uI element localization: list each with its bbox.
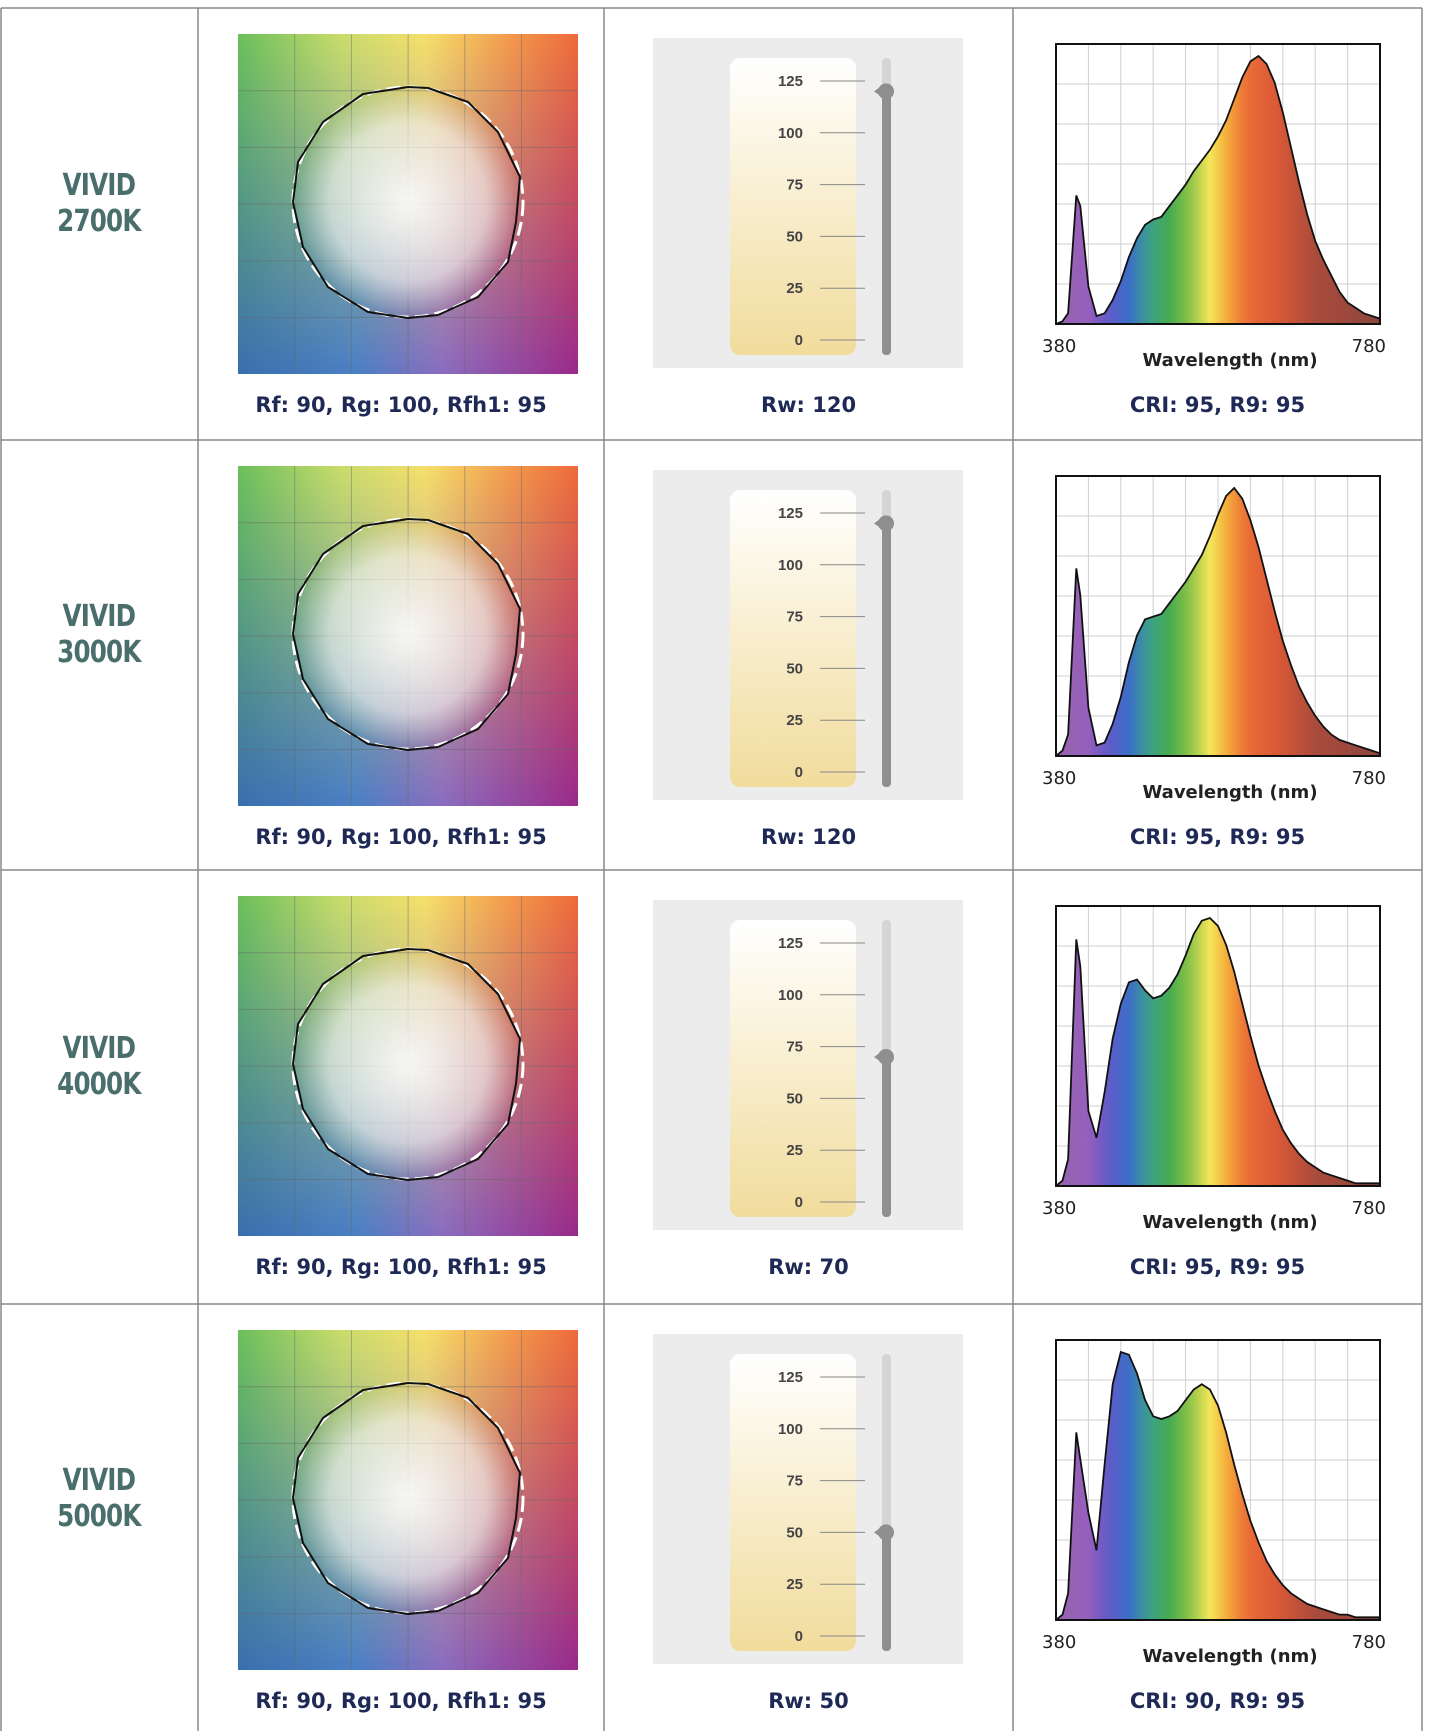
x-axis-title: Wavelength (nm) <box>1142 1646 1317 1667</box>
rw-tick-label: 100 <box>778 987 803 1004</box>
spectrum-caption: CRI: 90, R9: 95 <box>1129 1689 1306 1713</box>
spectrum-chart: 380 780 Wavelength (nm) <box>1040 34 1415 379</box>
rw-slider-knob <box>878 1524 894 1541</box>
rw-tick-label: 50 <box>786 1524 803 1541</box>
color-vector-graphic <box>238 34 578 379</box>
row-label: VIVID 4000K <box>57 1031 141 1103</box>
rw-tick-label: 25 <box>786 1576 803 1593</box>
x-axis-title: Wavelength (nm) <box>1142 782 1317 803</box>
rw-slider-graphic: 125 100 75 50 25 0 <box>653 1334 963 1669</box>
spectrum-chart: 380 780 Wavelength (nm) <box>1040 896 1415 1241</box>
x-tick-label-max: 780 <box>1352 336 1386 357</box>
spectrum-line <box>1055 486 1381 757</box>
rw-tick-label: 0 <box>795 1194 803 1211</box>
rw-caption: Rw: 120 <box>760 825 857 849</box>
rw-caption: Rw: 120 <box>760 393 857 417</box>
row-label: VIVID 3000K <box>57 599 141 671</box>
row-label-line2: 4000K <box>57 1067 141 1102</box>
rw-slider-graphic: 125 100 75 50 25 0 <box>653 38 963 373</box>
rw-caption: Rw: 70 <box>768 1255 849 1279</box>
spectrum-caption: CRI: 95, R9: 95 <box>1129 393 1306 417</box>
row-label-line1: VIVID <box>62 599 137 634</box>
row-label-line2: 5000K <box>57 1499 141 1534</box>
rw-tick-label: 0 <box>795 1628 803 1645</box>
spectrum-caption: CRI: 95, R9: 95 <box>1129 825 1306 849</box>
row-label-line2: 2700K <box>57 204 141 239</box>
rw-tick-label: 125 <box>778 73 803 90</box>
row-label: VIVID 5000K <box>57 1463 141 1535</box>
rw-slider-graphic: 125 100 75 50 25 0 <box>653 900 963 1235</box>
rw-tick-label: 75 <box>786 1039 803 1056</box>
rw-tick-label: 75 <box>786 177 803 194</box>
rw-slider-fill <box>882 523 891 787</box>
spectrum-area <box>1056 56 1380 324</box>
rw-tick-label: 125 <box>778 935 803 952</box>
x-tick-label-max: 780 <box>1352 1198 1386 1219</box>
row-label-cell: VIVID 4000K <box>0 870 198 1304</box>
rw-tick-label: 25 <box>786 712 803 729</box>
row-label-line1: VIVID <box>62 168 137 203</box>
rw-slider-knob <box>878 1048 894 1065</box>
rw-tick-label: 50 <box>786 1090 803 1107</box>
spectrum-line <box>1055 54 1381 325</box>
rw-tick-label: 125 <box>778 1369 803 1386</box>
color-vector-graphic <box>238 1330 578 1675</box>
x-axis-title: Wavelength (nm) <box>1142 350 1317 371</box>
row-label-cell: VIVID 3000K <box>0 440 198 870</box>
x-tick-label-max: 780 <box>1352 768 1386 789</box>
rw-tick-label: 50 <box>786 228 803 245</box>
rw-tick-label: 25 <box>786 1142 803 1159</box>
rw-tick-label: 50 <box>786 660 803 677</box>
spectrum-line <box>1055 916 1380 1187</box>
rw-tick-label: 125 <box>778 505 803 522</box>
rw-tick-label: 0 <box>795 764 803 781</box>
x-tick-label-max: 780 <box>1352 1632 1386 1653</box>
color-vector-graphic <box>238 466 578 811</box>
x-tick-label-min: 380 <box>1042 336 1076 357</box>
row-label-cell: VIVID 5000K <box>0 1304 198 1734</box>
row-label-cell: VIVID 2700K <box>0 8 198 440</box>
rw-slider-knob <box>878 83 894 100</box>
rw-tick-label: 100 <box>778 1421 803 1438</box>
rw-caption: Rw: 50 <box>768 1689 849 1713</box>
row-label-line1: VIVID <box>62 1463 137 1498</box>
color-metrics-caption: Rf: 90, Rg: 100, Rfh1: 95 <box>255 393 547 417</box>
rw-slider-graphic: 125 100 75 50 25 0 <box>653 470 963 805</box>
row-label: VIVID 2700K <box>57 168 141 240</box>
rw-tick-label: 75 <box>786 1473 803 1490</box>
spectrum-area <box>1056 488 1380 756</box>
spectrum-caption: CRI: 95, R9: 95 <box>1129 1255 1306 1279</box>
x-axis-title: Wavelength (nm) <box>1142 1212 1317 1233</box>
rw-tick-label: 100 <box>778 557 803 574</box>
rw-tick-label: 100 <box>778 125 803 142</box>
rw-tick-label: 25 <box>786 280 803 297</box>
spectrum-line <box>1055 1350 1380 1621</box>
x-tick-label-min: 380 <box>1042 1198 1076 1219</box>
rw-slider-fill <box>882 1532 891 1651</box>
x-tick-label-min: 380 <box>1042 768 1076 789</box>
color-vector-graphic <box>238 896 578 1241</box>
row-label-line1: VIVID <box>62 1031 137 1066</box>
rw-tick-label: 0 <box>795 332 803 349</box>
spectrum-area <box>1056 1352 1380 1620</box>
color-metrics-caption: Rf: 90, Rg: 100, Rfh1: 95 <box>255 1255 547 1279</box>
spectrum-chart: 380 780 Wavelength (nm) <box>1040 1330 1415 1675</box>
x-tick-label-min: 380 <box>1042 1632 1076 1653</box>
rw-slider-fill <box>882 91 891 356</box>
spectrum-area <box>1056 918 1380 1186</box>
rw-slider-knob <box>878 515 894 532</box>
rw-tick-label: 75 <box>786 609 803 626</box>
row-label-line2: 3000K <box>57 635 141 670</box>
color-metrics-caption: Rf: 90, Rg: 100, Rfh1: 95 <box>255 825 547 849</box>
spectrum-chart: 380 780 Wavelength (nm) <box>1040 466 1415 811</box>
rw-slider-fill <box>882 1056 891 1217</box>
color-metrics-caption: Rf: 90, Rg: 100, Rfh1: 95 <box>255 1689 547 1713</box>
